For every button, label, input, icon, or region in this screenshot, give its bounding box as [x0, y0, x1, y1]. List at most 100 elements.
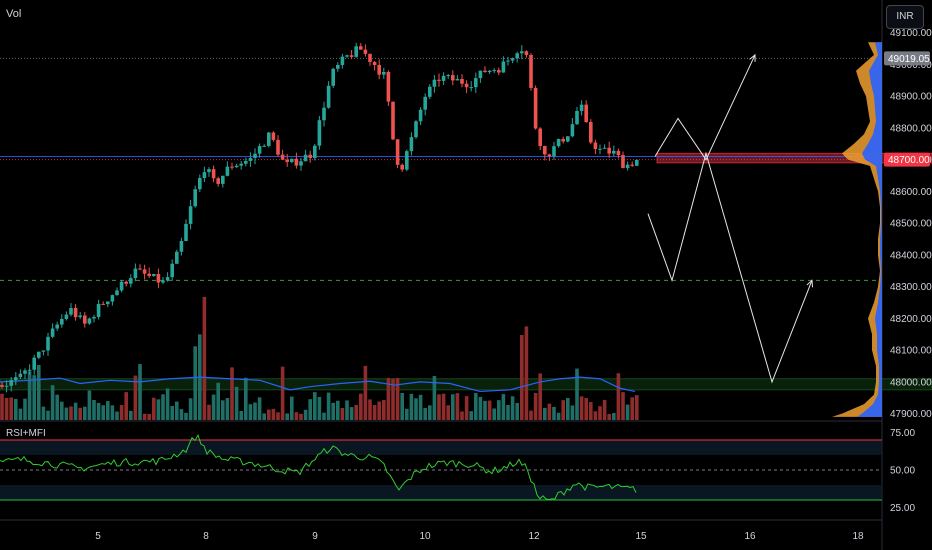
- candle-body: [4, 385, 9, 387]
- candle-body: [515, 53, 519, 59]
- volume-bar: [244, 377, 248, 420]
- volume-bar: [170, 406, 174, 420]
- volume-bar: [271, 408, 276, 420]
- volume-bar: [230, 367, 234, 420]
- volume-bar: [579, 396, 584, 420]
- volume-bar: [115, 411, 119, 420]
- candle-body: [55, 324, 59, 329]
- volume-bar: [308, 399, 312, 420]
- candle-body: [142, 269, 147, 274]
- candle-body: [253, 153, 257, 159]
- volume-bar: [106, 401, 110, 420]
- volume-bar: [543, 407, 547, 420]
- volume-bar: [336, 400, 340, 420]
- volume-bar: [221, 400, 225, 420]
- volume-bar: [630, 397, 634, 420]
- candle-body: [115, 290, 119, 296]
- currency-button[interactable]: INR: [886, 5, 924, 29]
- candle-body: [64, 314, 69, 319]
- volume-bar: [414, 398, 418, 420]
- volume-bar: [0, 393, 4, 420]
- volume-bar: [83, 406, 87, 420]
- candle-body: [423, 96, 427, 110]
- time-tick-label: 8: [203, 531, 209, 542]
- rsi-upper-band: [0, 440, 882, 455]
- candle-body: [446, 75, 450, 77]
- candle-body: [276, 139, 280, 155]
- volume-bar: [313, 392, 317, 420]
- candle-body: [589, 121, 593, 143]
- volume-bar: [547, 403, 552, 420]
- candle-body: [313, 145, 317, 158]
- candle-body: [184, 223, 188, 242]
- volume-bar: [110, 405, 115, 420]
- volume-bar: [552, 406, 556, 420]
- price-tick-label: 48400.00: [890, 250, 932, 261]
- candle-body: [133, 268, 138, 279]
- candle-body: [202, 172, 207, 178]
- volume-profile: [832, 42, 882, 417]
- candle-body: [129, 278, 133, 284]
- candle-body: [340, 56, 345, 66]
- candle-body: [60, 318, 64, 325]
- candle-body: [170, 263, 174, 278]
- candle-body: [501, 61, 506, 73]
- rsi-tick-label: 75.00: [890, 428, 915, 439]
- candle-body: [124, 281, 128, 284]
- volume-bar: [14, 398, 18, 420]
- volume-bar: [23, 398, 27, 420]
- price-label-text: 49019.05: [888, 54, 930, 65]
- candle-body: [616, 150, 621, 156]
- candle-body: [303, 154, 308, 162]
- candle-body: [179, 241, 184, 252]
- candle-body: [110, 295, 115, 302]
- price-tick-label: 49100.00: [890, 28, 932, 39]
- candle-body: [579, 104, 584, 111]
- volume-bar: [556, 412, 561, 420]
- volume-bar: [87, 390, 92, 420]
- candle-body: [635, 159, 639, 166]
- candle-body: [92, 316, 96, 319]
- candle-body: [607, 147, 611, 154]
- volume-bar: [584, 398, 588, 420]
- volume-bar: [193, 346, 197, 420]
- volume-bar: [345, 400, 349, 420]
- time-tick-label: 5: [95, 531, 101, 542]
- volume-bar: [593, 411, 598, 420]
- volume-bar: [257, 397, 262, 420]
- candle-body: [510, 58, 515, 61]
- candle-body: [414, 121, 418, 138]
- volume-bar: [211, 394, 216, 420]
- time-tick-label: 12: [528, 531, 540, 542]
- price-tick-label: 48500.00: [890, 219, 932, 230]
- volume-bar: [32, 375, 36, 420]
- candle-body: [101, 303, 105, 305]
- candle-body: [216, 178, 220, 184]
- candle-body: [119, 281, 124, 291]
- volume-bar: [441, 393, 446, 420]
- candle-body: [474, 78, 478, 88]
- volume-bar: [9, 397, 13, 420]
- volume-bar: [377, 401, 381, 420]
- volume-bar: [50, 385, 55, 420]
- volume-bar: [483, 400, 487, 420]
- volume-bar: [533, 392, 538, 420]
- volume-bar: [529, 410, 533, 420]
- candle-body: [455, 78, 460, 81]
- volume-bar: [386, 377, 391, 420]
- volume-bar: [27, 371, 32, 420]
- volume-bar: [506, 405, 510, 420]
- volume-bar: [41, 406, 46, 420]
- candle-body: [584, 104, 588, 122]
- candle-body: [165, 277, 170, 281]
- candle-body: [372, 61, 377, 66]
- candle-body: [37, 351, 41, 358]
- volume-bar: [409, 393, 414, 420]
- candle-body: [308, 154, 312, 158]
- candle-body: [625, 164, 630, 169]
- candle-body: [41, 350, 46, 352]
- candle-body: [552, 146, 556, 157]
- volume-bar: [501, 394, 506, 420]
- volume-bar: [437, 394, 441, 420]
